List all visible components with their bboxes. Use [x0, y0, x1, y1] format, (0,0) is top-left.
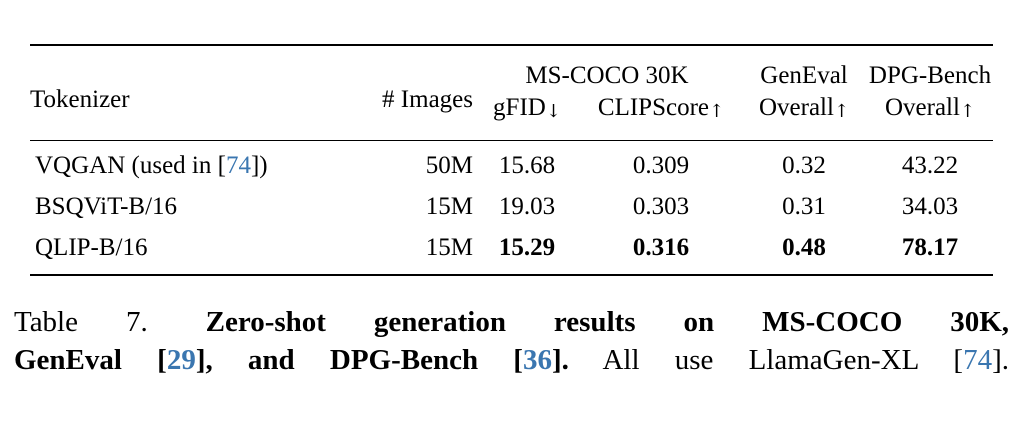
- col-header-gfid: gFID↓: [473, 92, 581, 141]
- citation-link-29[interactable]: 29: [166, 344, 196, 376]
- col-group-geneval: GenEval: [760, 62, 848, 89]
- cell-gfid: 15.68: [498, 152, 556, 179]
- citation-link-74[interactable]: 74: [225, 152, 251, 179]
- col-header-tokenizer: Tokenizer: [30, 45, 355, 141]
- table-row-bsqvit: BSQViT-B/16 15M 19.03 0.303 0.31 34.03: [30, 186, 993, 227]
- up-arrow-icon: ↑: [833, 101, 850, 122]
- cell-clipscore: 0.303: [632, 193, 690, 220]
- cell-clipscore: 0.316: [632, 234, 690, 261]
- caption-text-part-1: All use LlamaGen-XL [: [602, 344, 964, 376]
- gfid-label: gFID: [493, 94, 546, 121]
- results-table-wrap: Tokenizer # Images MS-COCO 30K GenEval D…: [30, 44, 994, 276]
- caption-title-part-2: GenEval [: [14, 344, 167, 376]
- cell-images: 15M: [425, 234, 473, 261]
- citation-link-74[interactable]: 74: [963, 344, 993, 376]
- table-row-qlip: QLIP-B/16 15M 15.29 0.316 0.48 78.17: [30, 227, 993, 275]
- caption-title-part-3: ], and DPG-Bench [: [195, 344, 523, 376]
- tokenizer-name-suffix: ]): [250, 152, 268, 179]
- table-row-vqgan: VQGAN (used in [74]) 50M 15.68 0.309 0.3…: [30, 141, 993, 187]
- cell-gfid: 19.03: [498, 193, 556, 220]
- citation-link-36[interactable]: 36: [522, 344, 552, 376]
- col-header-clipscore: CLIPScore↑: [581, 92, 742, 141]
- table-header: Tokenizer # Images MS-COCO 30K GenEval D…: [30, 45, 994, 141]
- header-row-metrics: gFID↓ CLIPScore↑ Overall↑ Overall↑: [30, 92, 994, 141]
- results-table: Tokenizer # Images MS-COCO 30K GenEval D…: [30, 44, 994, 276]
- caption-title-part-1: Zero-shot generation results on MS-COCO …: [205, 306, 1010, 338]
- down-arrow-icon: ↓: [545, 101, 561, 122]
- caption-line-1: Table 7. Zero-shot generation results on…: [14, 303, 1009, 341]
- cell-tokenizer: QLIP-B/16: [35, 234, 148, 261]
- col-header-dpgbench-overall: Overall↑: [867, 92, 994, 141]
- geneval-overall-label: Overall: [758, 94, 834, 121]
- cell-geneval-overall: 0.48: [782, 234, 826, 261]
- cell-images: 15M: [425, 193, 473, 220]
- dpgbench-overall-label: Overall: [884, 94, 960, 121]
- caption-title-part-4: ].: [551, 344, 569, 376]
- caption-text-part-2: ].: [992, 344, 1009, 376]
- cell-dpg-overall: 78.17: [901, 234, 959, 261]
- clipscore-label: CLIPScore: [597, 94, 710, 121]
- caption-label: Table 7.: [14, 306, 148, 338]
- tokenizer-name: VQGAN (used in [: [35, 152, 226, 179]
- table-caption: Table 7. Zero-shot generation results on…: [14, 303, 1009, 379]
- cell-dpg-overall: 43.22: [901, 152, 959, 179]
- up-arrow-icon: ↑: [959, 101, 976, 122]
- col-group-mscoco: MS-COCO 30K: [525, 62, 689, 89]
- col-group-dpgbench: DPG-Bench: [868, 62, 992, 89]
- table-body: VQGAN (used in [74]) 50M 15.68 0.309 0.3…: [30, 141, 993, 276]
- cell-clipscore: 0.309: [632, 152, 690, 179]
- col-header-images: # Images: [355, 45, 473, 141]
- cell-dpg-overall: 34.03: [901, 193, 959, 220]
- caption-line-2: GenEval [29], and DPG-Bench [36]. All us…: [14, 341, 1009, 379]
- cell-tokenizer: VQGAN (used in [74]): [30, 141, 355, 187]
- cell-gfid: 15.29: [498, 234, 556, 261]
- cell-images: 50M: [425, 152, 473, 179]
- header-row-groups: Tokenizer # Images MS-COCO 30K GenEval D…: [30, 45, 993, 141]
- col-header-geneval-overall: Overall↑: [741, 92, 868, 141]
- up-arrow-icon: ↑: [709, 101, 725, 122]
- cell-geneval-overall: 0.32: [782, 152, 826, 179]
- cell-tokenizer: BSQViT-B/16: [35, 193, 178, 220]
- cell-geneval-overall: 0.31: [782, 193, 826, 220]
